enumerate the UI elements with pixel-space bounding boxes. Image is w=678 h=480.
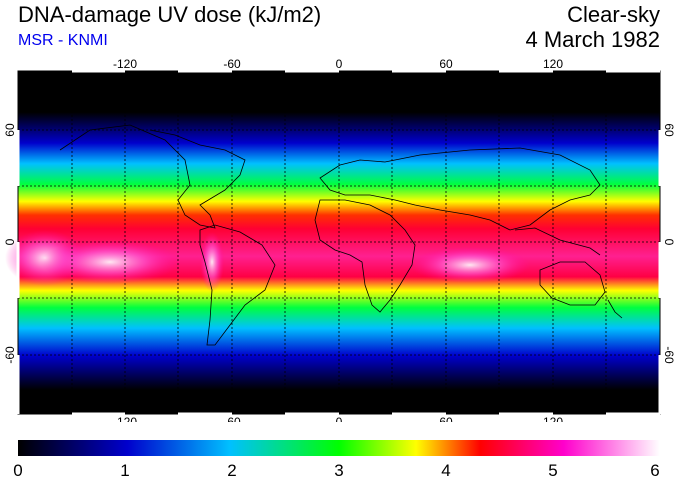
colorbar-tick-5: 5 [548,461,557,480]
lon-label-bottom-4: 120 [543,415,563,422]
colorbar-tick-3: 3 [334,461,343,480]
lon-label-top-0: -120 [113,57,137,71]
colorbar-tick-2: 2 [227,461,236,480]
map-date: 4 March 1982 [525,27,660,52]
lat-label-left-0: 60 [3,123,17,137]
lat-label-left-1: 0 [3,238,17,245]
lon-label-top-2: 0 [336,57,343,71]
map-subtitle: MSR - KNMI [18,32,108,49]
lat-label-right-2: -60 [662,346,676,364]
lat-label-right-0: 60 [662,123,676,137]
andes-hotspot [200,232,224,292]
frame-markers [16,69,662,416]
colorbar: 0 1 2 3 4 5 6 [13,440,660,480]
lat-label-left-2: -60 [3,346,17,364]
lat-label-right-1: 0 [662,239,676,246]
lon-label-top-4: 120 [543,57,563,71]
coastlines [59,124,623,346]
lon-label-bottom-3: 60 [439,415,453,422]
sky-condition-label: Clear-sky [567,2,660,27]
colorbar-gradient [18,440,660,456]
colorbar-tick-6: 6 [650,461,659,480]
uv-dose-map: -120 -60 0 60 120 -120 -60 0 60 120 60 0… [3,57,676,422]
southern-pacific-hotspot [40,240,180,284]
graticule [18,71,660,414]
indian-ocean-hotspot [410,247,530,283]
lon-label-top-3: 60 [439,57,453,71]
colorbar-tick-4: 4 [441,461,450,480]
lon-label-bottom-2: 0 [336,415,343,422]
map-title: DNA-damage UV dose (kJ/m2) [18,2,322,27]
lon-label-bottom-0: -120 [113,415,137,422]
colorbar-tick-1: 1 [120,461,129,480]
colorbar-tick-0: 0 [13,461,22,480]
lon-label-bottom-1: -60 [223,415,241,422]
lon-label-top-1: -60 [223,57,241,71]
